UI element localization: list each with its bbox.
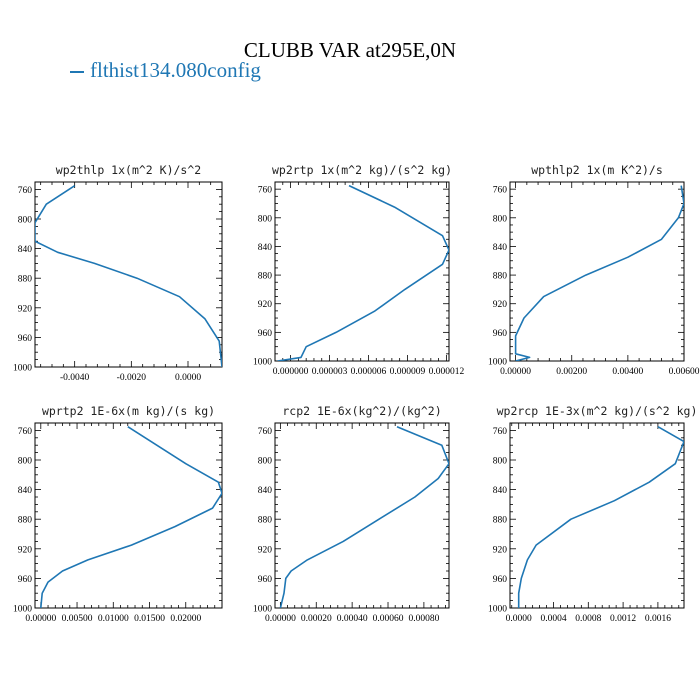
y-tick-label: 920: [493, 300, 508, 310]
profile-line: [35, 185, 222, 367]
y-tick-label: 800: [18, 457, 33, 467]
x-tick-label: -0.0040: [60, 373, 90, 383]
y-tick-label: 920: [18, 304, 33, 314]
y-tick-label: 1000: [253, 605, 272, 615]
plot-frame: [509, 181, 685, 362]
y-tick-label: 760: [18, 186, 33, 196]
y-tick-label: 880: [18, 275, 33, 285]
x-tick-label: 0.00400: [612, 367, 643, 377]
y-tick-label: 920: [18, 545, 33, 555]
x-tick-label: 0.0000: [506, 614, 532, 624]
y-tick-label: 1000: [13, 364, 32, 374]
plot-frame: [274, 181, 450, 362]
chart-panel-3: wpthlp2 1x(m K^2)/s 760 800 840 880 920 960 100…: [488, 163, 700, 377]
y-tick-label: 880: [258, 516, 273, 526]
x-tick-label: 0.0004: [540, 614, 566, 624]
x-tick-label: 0.00020: [301, 614, 332, 624]
y-tick-label: 1000: [488, 605, 507, 615]
y-tick-label: 800: [493, 214, 508, 224]
x-tick-label: 0.00000: [25, 614, 56, 624]
y-tick-label: 760: [258, 427, 273, 437]
y-tick-label: 760: [258, 186, 273, 196]
y-tick-label: 880: [258, 272, 273, 282]
chart-panel-4: wprtp2 1E-6x(m kg)/(s kg) 760 800 840 880 920…: [13, 404, 223, 624]
y-tick-label: 760: [493, 186, 508, 196]
y-tick-label: 960: [493, 575, 508, 585]
y-tick-label: 800: [258, 457, 273, 467]
panel-title: wp2thlp 1x(m^2 K)/s^2: [56, 163, 201, 177]
x-tick-label: 0.00000: [265, 614, 296, 624]
chart-panel-1: wp2thlp 1x(m^2 K)/s^2 760 800 840 880 920 960 1…: [13, 163, 223, 383]
y-tick-label: 880: [18, 516, 33, 526]
x-tick-label: 0.00080: [408, 614, 439, 624]
panel-title: wpthlp2 1x(m K^2)/s: [531, 163, 663, 177]
x-tick-label: 0.00000: [500, 367, 531, 377]
x-tick-label: 0.00200: [556, 367, 587, 377]
y-tick-label: 920: [493, 545, 508, 555]
y-tick-label: 800: [493, 457, 508, 467]
plot-frame: [34, 422, 223, 609]
legend-line-icon: [70, 71, 84, 74]
x-tick-label: 0.0008: [575, 614, 601, 624]
y-tick-label: 840: [493, 486, 508, 496]
panel-title: wp2rcp 1E-3x(m^2 kg)/(s^2 kg): [497, 404, 698, 418]
x-tick-label: 0.000012: [429, 367, 465, 377]
profile-line: [517, 426, 684, 608]
y-tick-label: 1000: [13, 605, 32, 615]
page-title: CLUBB VAR at295E,0N: [243, 38, 457, 62]
y-tick-label: 960: [258, 329, 273, 339]
profile-line: [40, 426, 222, 608]
profile-line: [277, 184, 449, 361]
y-tick-label: 1000: [488, 358, 507, 368]
x-tick-label: 0.02000: [170, 614, 201, 624]
chart-panel-5: rcp2 1E-6x(kg^2)/(kg^2) 760 800 840 880 920 96…: [253, 404, 450, 624]
y-tick-label: 800: [258, 214, 273, 224]
x-tick-label: 0.000009: [390, 367, 426, 377]
y-tick-label: 840: [493, 243, 508, 253]
panel-title: wprtp2 1E-6x(m kg)/(s kg): [42, 404, 215, 418]
y-tick-label: 960: [18, 334, 33, 344]
profile-line: [279, 425, 449, 608]
profile-line: [514, 185, 684, 361]
y-tick-label: 920: [258, 300, 273, 310]
plot-frame: [509, 422, 685, 609]
y-tick-label: 760: [493, 427, 508, 437]
chart-panel-6: wp2rcp 1E-3x(m^2 kg)/(s^2 kg) 760 800 840 88…: [488, 404, 697, 624]
y-tick-label: 880: [493, 516, 508, 526]
x-tick-label: 0.000000: [273, 367, 309, 377]
x-tick-label: -0.0020: [117, 373, 147, 383]
x-tick-label: 0.00060: [373, 614, 404, 624]
x-tick-label: 0.01000: [98, 614, 129, 624]
x-tick-label: 0.000003: [312, 367, 348, 377]
chart-panel-2: wp2rtp 1x(m^2 kg)/(s^2 kg) 760 800 840 880 92…: [253, 163, 464, 377]
y-tick-label: 880: [493, 272, 508, 282]
y-tick-label: 960: [18, 575, 33, 585]
y-tick-label: 1000: [253, 358, 272, 368]
panel-title: rcp2 1E-6x(kg^2)/(kg^2): [282, 404, 441, 418]
x-tick-label: 0.000006: [351, 367, 387, 377]
y-tick-label: 840: [18, 486, 33, 496]
x-tick-label: 0.00500: [62, 614, 93, 624]
y-tick-label: 840: [18, 245, 33, 255]
y-tick-label: 920: [258, 545, 273, 555]
y-tick-label: 760: [18, 427, 33, 437]
legend: flthist134.080config: [70, 58, 261, 83]
x-tick-label: 0.00600: [669, 367, 700, 377]
x-tick-label: 0.0000: [175, 373, 201, 383]
x-tick-label: 0.0016: [645, 614, 671, 624]
x-tick-label: 0.0012: [610, 614, 636, 624]
plot-frame: [274, 422, 450, 609]
y-tick-label: 960: [258, 575, 273, 585]
plot-frame: [34, 181, 223, 368]
y-tick-label: 800: [18, 216, 33, 226]
y-tick-label: 840: [258, 243, 273, 253]
legend-label: flthist134.080config: [90, 58, 261, 82]
x-tick-label: 0.00040: [337, 614, 368, 624]
x-tick-label: 0.01500: [134, 614, 165, 624]
y-tick-label: 840: [258, 486, 273, 496]
panel-title: wp2rtp 1x(m^2 kg)/(s^2 kg): [272, 163, 452, 177]
y-tick-label: 960: [493, 329, 508, 339]
